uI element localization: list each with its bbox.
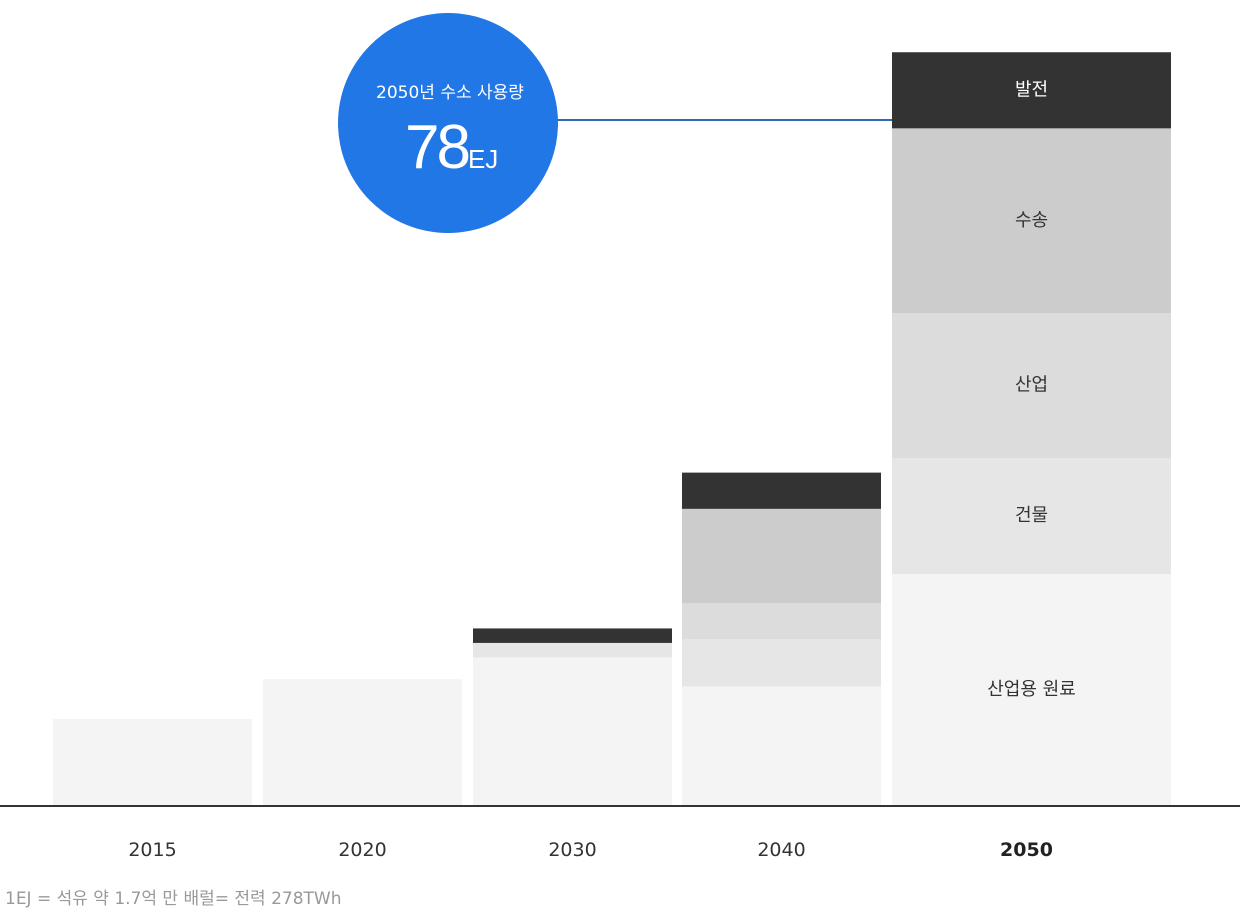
- x-tick-2050: 2050: [1000, 839, 1053, 861]
- bar-segment-2030-4: [473, 628, 672, 643]
- segment-labels-layer: 산업용 원료 건물 산업 수송 발전: [987, 79, 1076, 700]
- bar-segment-2040-1: [682, 639, 881, 687]
- segment-label-2: 산업: [1015, 375, 1048, 396]
- bar-segment-2040-0: [682, 686, 881, 806]
- bar-segment-2020-0: [263, 679, 462, 806]
- bar-segment-2050-4: [892, 52, 1171, 129]
- segment-label-1: 건물: [1015, 505, 1048, 526]
- callout-title: 2050년 수소 사용량: [376, 83, 524, 103]
- bar-segment-2030-1: [473, 642, 672, 658]
- x-axis-ticks: 2015 2020 2030 2040 2050: [128, 839, 1053, 861]
- callout-unit: EJ: [468, 144, 498, 174]
- bar-segment-2040-3: [682, 508, 881, 604]
- segment-label-4: 발전: [1015, 79, 1048, 100]
- callout-value: 78EJ: [405, 113, 498, 182]
- x-tick-2030: 2030: [548, 839, 596, 861]
- callout-circle: [338, 13, 558, 233]
- bars-layer: [53, 52, 1171, 806]
- x-tick-2015: 2015: [128, 839, 176, 861]
- bar-segment-2050-2: [892, 313, 1171, 459]
- bar-segment-2050-3: [892, 128, 1171, 314]
- x-tick-2020: 2020: [338, 839, 386, 861]
- total-callout: 2050년 수소 사용량 78EJ: [338, 13, 892, 233]
- footnote: 1EJ = 석유 약 1.7억 만 배럴= 전력 278TWh: [5, 889, 342, 909]
- bar-segment-2050-0: [892, 574, 1171, 806]
- segment-label-3: 수송: [1015, 210, 1048, 231]
- callout-number: 78: [405, 113, 468, 182]
- segment-label-0: 산업용 원료: [987, 679, 1076, 700]
- bar-segment-2015-0: [53, 719, 252, 806]
- x-tick-2040: 2040: [757, 839, 805, 861]
- bar-segment-2040-2: [682, 603, 881, 640]
- bar-segment-2050-1: [892, 458, 1171, 575]
- bar-segment-2030-0: [473, 657, 672, 806]
- bar-segment-2040-4: [682, 472, 881, 509]
